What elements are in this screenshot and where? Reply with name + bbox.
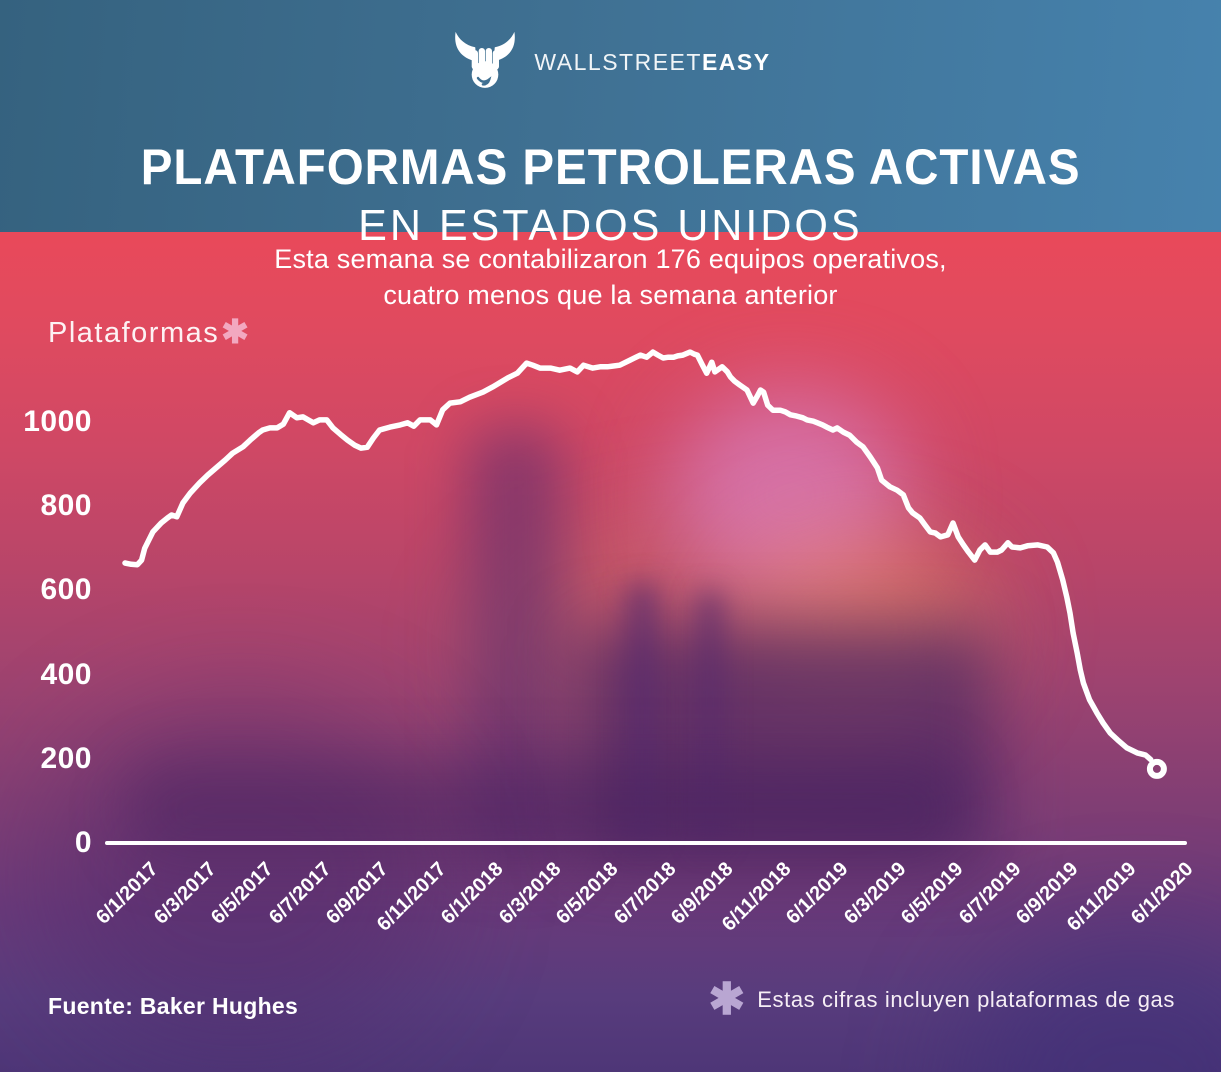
source-credit: Fuente: Baker Hughes (48, 993, 299, 1019)
brand-name: WALLSTREETEASY (534, 49, 770, 76)
y-axis-unit-text: Plataformas (48, 317, 220, 349)
bull-fist-icon (455, 31, 516, 88)
caption-line-2: cuatro menos que la semana anterior (383, 280, 838, 310)
brand-name-bold: EASY (701, 48, 771, 75)
page-subtitle-region: EN ESTADOS UNIDOS (358, 200, 863, 250)
footnote-text: Estas cifras incluyen plataformas de gas (757, 987, 1175, 1012)
chart-caption: Esta semana se contabilizaron 176 equipo… (0, 241, 1221, 313)
y-tick-label: 600 (40, 573, 92, 607)
brand-logo: WALLSTREETEASY (0, 30, 1221, 94)
caption-line-1: Esta semana se contabilizaron 176 equipo… (274, 244, 947, 274)
y-tick-label: 800 (40, 489, 92, 523)
y-tick-label: 200 (40, 741, 92, 775)
footnote: ✱ Estas cifras incluyen plataformas de g… (708, 978, 1175, 1022)
y-tick-label: 0 (74, 826, 92, 859)
y-tick-label: 400 (40, 657, 92, 691)
brand-name-thin: WALLSTREET (534, 48, 702, 75)
page-title: PLATAFORMAS PETROLERAS ACTIVAS (140, 138, 1081, 195)
asterisk-icon: ✱ (221, 313, 251, 350)
asterisk-icon: ✱ (708, 975, 746, 1024)
header-band: WALLSTREETEASY PLATAFORMAS PETROLERAS AC… (0, 0, 1221, 250)
y-tick-label: 1000 (23, 405, 92, 438)
background-haze (130, 760, 960, 860)
y-axis-unit-label: Plataformas ✱ (48, 313, 251, 350)
